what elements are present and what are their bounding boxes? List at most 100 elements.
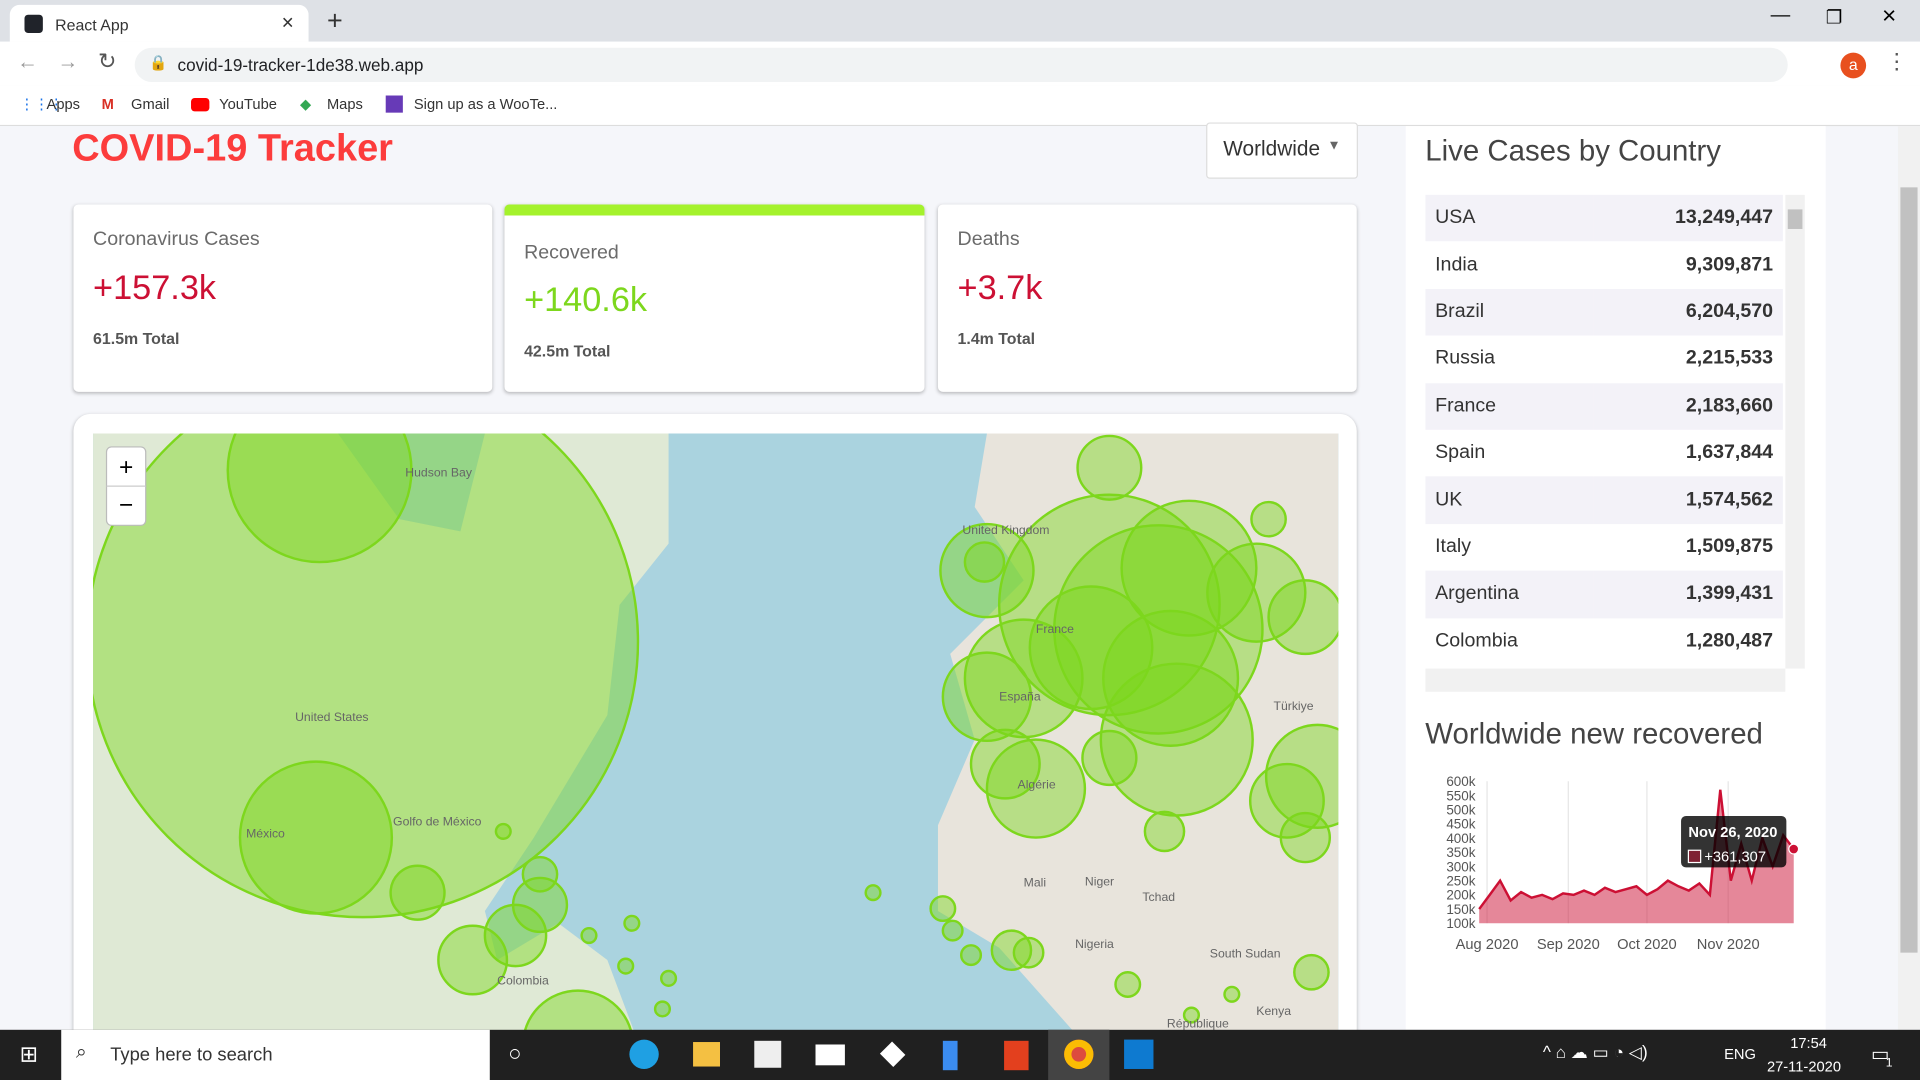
info-card[interactable]: Deaths +3.7k 1.4m Total	[937, 204, 1357, 392]
table-row: India 9,309,871	[1425, 242, 1783, 289]
start[interactable]: ⊞	[19, 1042, 39, 1067]
case-circle	[494, 822, 512, 841]
menu[interactable]: ⋮	[1885, 48, 1908, 74]
map[interactable]: United Kingdom France España Algérie Mali Nig…	[93, 433, 1339, 1058]
table-row: Colombia 1,280,487	[1425, 618, 1783, 665]
y-tick-label: 500k	[1446, 803, 1475, 818]
new-tab[interactable]: +	[326, 4, 343, 36]
tooltip-box	[1681, 815, 1787, 868]
table-hscrollbar	[1425, 668, 1786, 692]
map-label: United Kingdom	[962, 523, 1049, 537]
country-name: USA	[1435, 207, 1476, 228]
case-circle	[1264, 723, 1339, 829]
vscode[interactable]	[1124, 1039, 1154, 1069]
x-tick-label: Sep 2020	[1537, 937, 1600, 953]
bookmark[interactable]: Gmail	[131, 95, 170, 113]
table-row: UK 1,574,562	[1425, 476, 1783, 524]
language[interactable]: ENG	[1724, 1045, 1756, 1063]
card-title: Deaths	[957, 228, 1020, 250]
edge[interactable]	[629, 1039, 659, 1069]
info-card[interactable]: Recovered +140.6k 42.5m Total	[504, 204, 925, 392]
address-bar[interactable]: 🔒 covid-19-tracker-1de38.web.app	[134, 47, 1788, 83]
case-circle	[1250, 500, 1287, 538]
map-label: Tchad	[1142, 890, 1175, 904]
map-label: Algérie	[1018, 778, 1056, 792]
clock-date[interactable]: 27-11-2020	[1766, 1057, 1842, 1076]
card-total: 42.5m Total	[524, 341, 611, 361]
task-view[interactable]: ○	[508, 1040, 522, 1066]
y-tick-label: 300k	[1446, 859, 1475, 874]
sidebar: Live Cases by Country USA 13,249,447 India…	[1405, 126, 1826, 1030]
case-circle	[1267, 579, 1339, 656]
map-label: Kenya	[1256, 1004, 1291, 1018]
case-circle	[963, 618, 1084, 739]
case-circle	[238, 760, 394, 915]
land-eurafrica	[937, 433, 1339, 1058]
country-dropdown[interactable]: Worldwide ▼	[1206, 122, 1358, 179]
case-circle	[511, 876, 569, 934]
info-card[interactable]: Coronavirus Cases +157.3k 61.5m Total	[73, 204, 493, 392]
app-icon[interactable]	[942, 1040, 958, 1071]
store[interactable]	[754, 1040, 782, 1068]
minimize[interactable]: —	[1770, 4, 1791, 26]
table-row: Russia 2,215,533	[1425, 336, 1783, 383]
bookmark[interactable]: Sign up as a WooTe...	[413, 95, 558, 113]
office[interactable]	[1004, 1040, 1029, 1071]
case-circle	[580, 926, 598, 945]
tooltip: Nov 26, 2020 +361,307	[1681, 815, 1787, 868]
lock: 🔒	[149, 53, 168, 72]
hover-point	[1788, 843, 1800, 855]
country-name: Brazil	[1435, 301, 1485, 323]
bookmark[interactable]: YouTube	[219, 95, 277, 113]
close-tab[interactable]: ×	[281, 11, 294, 35]
tray-icons[interactable]: ^ ⌂ ☁ ▭ ◔ ◁)	[1542, 1042, 1648, 1062]
map-label: United States	[295, 710, 368, 724]
zoom-out[interactable]: −	[119, 492, 133, 519]
country-table: USA 13,249,447 India 9,309,871 Brazil 6,204,5…	[1425, 194, 1783, 665]
notification-icon[interactable]: ▭	[1871, 1044, 1890, 1066]
page-scrollbar[interactable]	[1897, 126, 1920, 1030]
map-label: Türkiye	[1273, 699, 1313, 713]
case-circle	[963, 541, 1006, 583]
y-tick-label: 600k	[1446, 774, 1475, 789]
bookmark[interactable]: Apps	[46, 95, 81, 113]
dropbox[interactable]	[879, 1041, 906, 1068]
form-icon	[385, 95, 403, 113]
reload[interactable]: ↻	[97, 48, 117, 74]
maps-icon: ◆	[300, 95, 312, 113]
case-circle	[521, 855, 559, 893]
profile[interactable]: a	[1840, 52, 1867, 79]
x-tick-label: Aug 2020	[1456, 937, 1519, 953]
map-label: México	[246, 827, 285, 841]
tab-title: React App	[55, 15, 129, 35]
chrome-active[interactable]	[1048, 1029, 1110, 1080]
clock-time[interactable]: 17:54	[1790, 1034, 1827, 1052]
search-box[interactable]: ⌕ Type here to search	[61, 1029, 490, 1080]
tab[interactable]: React App ×	[9, 4, 309, 42]
maximize[interactable]: ❐	[1825, 7, 1843, 29]
country-cases: 6,204,570	[1685, 301, 1774, 323]
zoom-in[interactable]: +	[119, 454, 133, 481]
case-circle	[941, 651, 1033, 743]
case-circle	[1081, 729, 1138, 787]
map-labels: United Kingdom France España Algérie Mali Nig…	[246, 465, 1314, 1030]
back[interactable]: ←	[17, 50, 38, 74]
case-circle	[864, 884, 882, 902]
mail[interactable]	[815, 1044, 845, 1066]
card-cases: +140.6k	[524, 280, 648, 319]
table-container: USA 13,249,447 India 9,309,871 Brazil 6,204,5…	[1425, 194, 1805, 692]
y-tick-label: 150k	[1446, 902, 1475, 917]
bookmark[interactable]: Maps	[326, 95, 363, 113]
close-window[interactable]: ×	[1882, 2, 1897, 30]
tooltip-swatch	[1687, 849, 1702, 864]
case-circle	[1028, 585, 1154, 711]
map-label: France	[1036, 622, 1074, 636]
notification-count: 1	[1885, 1056, 1893, 1071]
tooltip-date: Nov 26, 2020	[1688, 825, 1777, 841]
case-circle	[93, 433, 640, 919]
case-circle	[1143, 810, 1186, 853]
forward[interactable]: →	[57, 50, 79, 74]
table-row: Spain 1,637,844	[1425, 430, 1783, 477]
case-circle	[939, 522, 1035, 619]
explorer[interactable]	[693, 1042, 721, 1067]
